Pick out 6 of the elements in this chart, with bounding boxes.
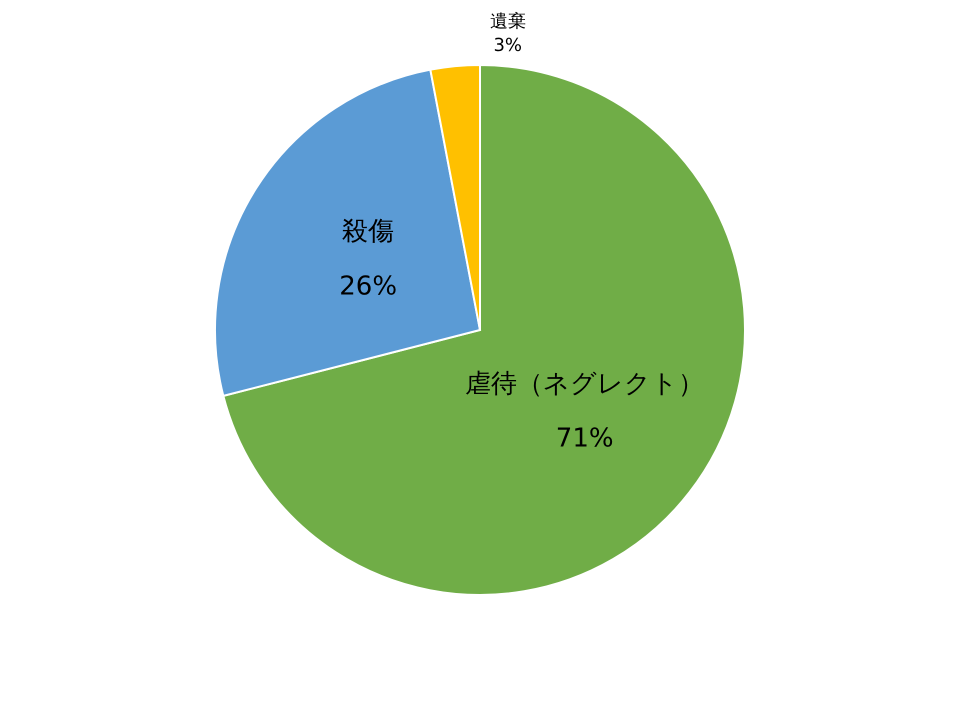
slice-label: 遺棄 <box>490 10 526 32</box>
slice-label: 虐待（ネグレクト） <box>465 368 704 399</box>
data-label: 71% <box>556 424 614 454</box>
data-label: 3% <box>493 35 522 56</box>
data-label: 26% <box>339 271 398 302</box>
slice-label: 殺傷 <box>342 216 394 247</box>
